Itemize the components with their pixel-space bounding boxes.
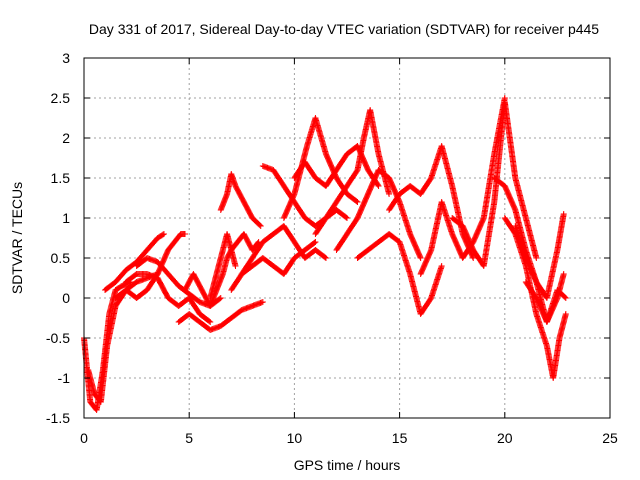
data-point — [160, 231, 167, 237]
x-tick-label: 25 — [602, 430, 618, 446]
data-point — [216, 295, 223, 302]
data-point — [312, 239, 319, 245]
series-arc-11 — [228, 239, 319, 293]
x-tick-label: 5 — [185, 430, 193, 446]
data-point — [560, 211, 567, 217]
series-arc-25 — [522, 279, 569, 325]
data-point — [438, 263, 445, 269]
series-arc-2 — [85, 271, 161, 405]
data-point — [533, 255, 540, 261]
y-tick-label: 2.5 — [51, 90, 71, 106]
x-tick-label: 15 — [392, 430, 408, 446]
y-axis-title: SDTVAR / TECUs — [9, 182, 25, 294]
y-tick-label: 0.5 — [51, 250, 71, 266]
series-arc-19 — [386, 143, 477, 261]
series-arc-20 — [417, 95, 508, 277]
series-arc-12 — [238, 223, 329, 277]
x-tick-label: 20 — [497, 430, 513, 446]
data-point — [232, 263, 239, 269]
x-axis-title: GPS time / hours — [294, 457, 401, 473]
x-tick-label: 0 — [80, 430, 88, 446]
data-point — [311, 239, 318, 246]
data-point — [217, 295, 224, 301]
data-point — [386, 191, 393, 197]
data-point — [322, 254, 329, 261]
data-markers — [81, 95, 569, 413]
data-point — [417, 253, 424, 260]
data-point — [560, 271, 567, 277]
data-point — [562, 295, 569, 301]
y-tick-label: -0.5 — [46, 330, 70, 346]
series-arc-7 — [175, 299, 266, 333]
series-arc-5 — [123, 271, 214, 325]
series-arc-6 — [133, 255, 224, 309]
plot-area-border — [83, 57, 611, 419]
data-point — [256, 222, 263, 229]
data-point — [417, 255, 424, 261]
y-tick-label: 0 — [62, 290, 70, 306]
x-tick-labels: 0 5 10 15 20 25 — [80, 430, 618, 446]
data-point — [353, 198, 360, 205]
data-point — [159, 231, 166, 238]
y-tick-label: -1.5 — [46, 410, 70, 426]
series-arc-17 — [333, 167, 424, 261]
series-arc-14 — [280, 115, 361, 221]
data-point — [354, 199, 361, 205]
data-point — [207, 319, 214, 325]
series-arc-4 — [112, 231, 188, 301]
data-point — [561, 294, 568, 301]
series-arc-10 — [217, 171, 264, 229]
y-tick-label: 1 — [62, 210, 70, 226]
axis-ticks — [83, 57, 611, 419]
y-tick-label: 2 — [62, 130, 70, 146]
chart-title: Day 331 of 2017, Sidereal Day-to-day VTE… — [89, 21, 599, 37]
y-tick-label: 1.5 — [51, 170, 71, 186]
data-point — [322, 255, 329, 261]
y-tick-label: 3 — [62, 50, 70, 66]
data-point — [257, 223, 264, 229]
data-point — [562, 311, 569, 317]
data-point — [206, 318, 213, 325]
series-arc-18 — [354, 231, 445, 317]
series-arc-24 — [512, 211, 567, 301]
data-point — [375, 183, 382, 189]
series-arc-3 — [102, 231, 167, 293]
data-point — [259, 299, 266, 305]
data-point — [374, 181, 381, 188]
data-point — [470, 255, 477, 261]
x-tick-label: 10 — [287, 430, 303, 446]
data-point — [343, 214, 350, 221]
y-tick-label: -1 — [58, 370, 71, 386]
series-arc-16 — [312, 107, 393, 237]
data-point — [344, 215, 350, 221]
series-arc-15 — [291, 143, 382, 189]
data-point — [181, 231, 188, 237]
series-arc-9 — [207, 231, 262, 301]
series-arc-21 — [449, 99, 540, 269]
y-tick-labels: -1.5 -1 -0.5 0 0.5 1 1.5 2 2.5 3 — [46, 50, 70, 426]
